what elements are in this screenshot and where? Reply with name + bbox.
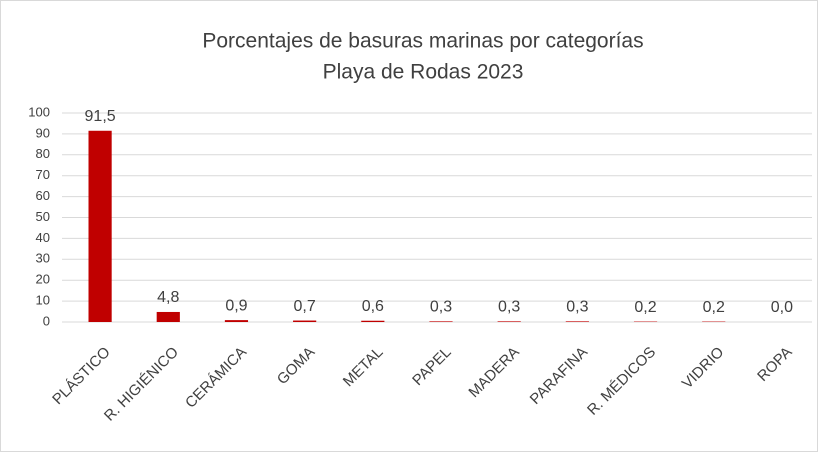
y-tick-label: 70 <box>36 167 50 182</box>
bar <box>293 320 317 322</box>
value-label: 0,9 <box>225 297 247 314</box>
y-tick-label: 80 <box>36 146 50 161</box>
bar <box>88 130 112 322</box>
value-label: 91,5 <box>85 108 116 125</box>
value-label: 0,3 <box>566 299 588 316</box>
chart-subtitle: Playa de Rodas 2023 <box>323 61 524 84</box>
bar <box>361 320 385 322</box>
y-tick-label: 100 <box>28 104 50 119</box>
y-tick-label: 30 <box>36 251 50 266</box>
y-tick-label: 90 <box>36 125 50 140</box>
y-tick-label: 60 <box>36 188 50 203</box>
value-label: 0,0 <box>771 299 793 316</box>
bar <box>497 321 521 322</box>
value-label: 0,3 <box>498 299 520 316</box>
value-label: 0,7 <box>294 298 316 315</box>
value-label: 0,6 <box>362 298 384 315</box>
y-tick-label: 40 <box>36 230 50 245</box>
value-label: 0,3 <box>430 299 452 316</box>
bar <box>429 321 453 322</box>
y-tick-label: 50 <box>36 209 50 224</box>
value-label: 4,8 <box>157 289 179 306</box>
value-label: 0,2 <box>703 299 725 316</box>
y-tick-label: 10 <box>36 293 50 308</box>
bar <box>565 321 589 322</box>
bar <box>156 311 180 322</box>
y-tick-label: 20 <box>36 272 50 287</box>
y-tick-label: 0 <box>43 313 50 328</box>
chart-title: Porcentajes de basuras marinas por categ… <box>202 30 643 53</box>
value-label: 0,2 <box>634 299 656 316</box>
bar <box>224 320 249 322</box>
